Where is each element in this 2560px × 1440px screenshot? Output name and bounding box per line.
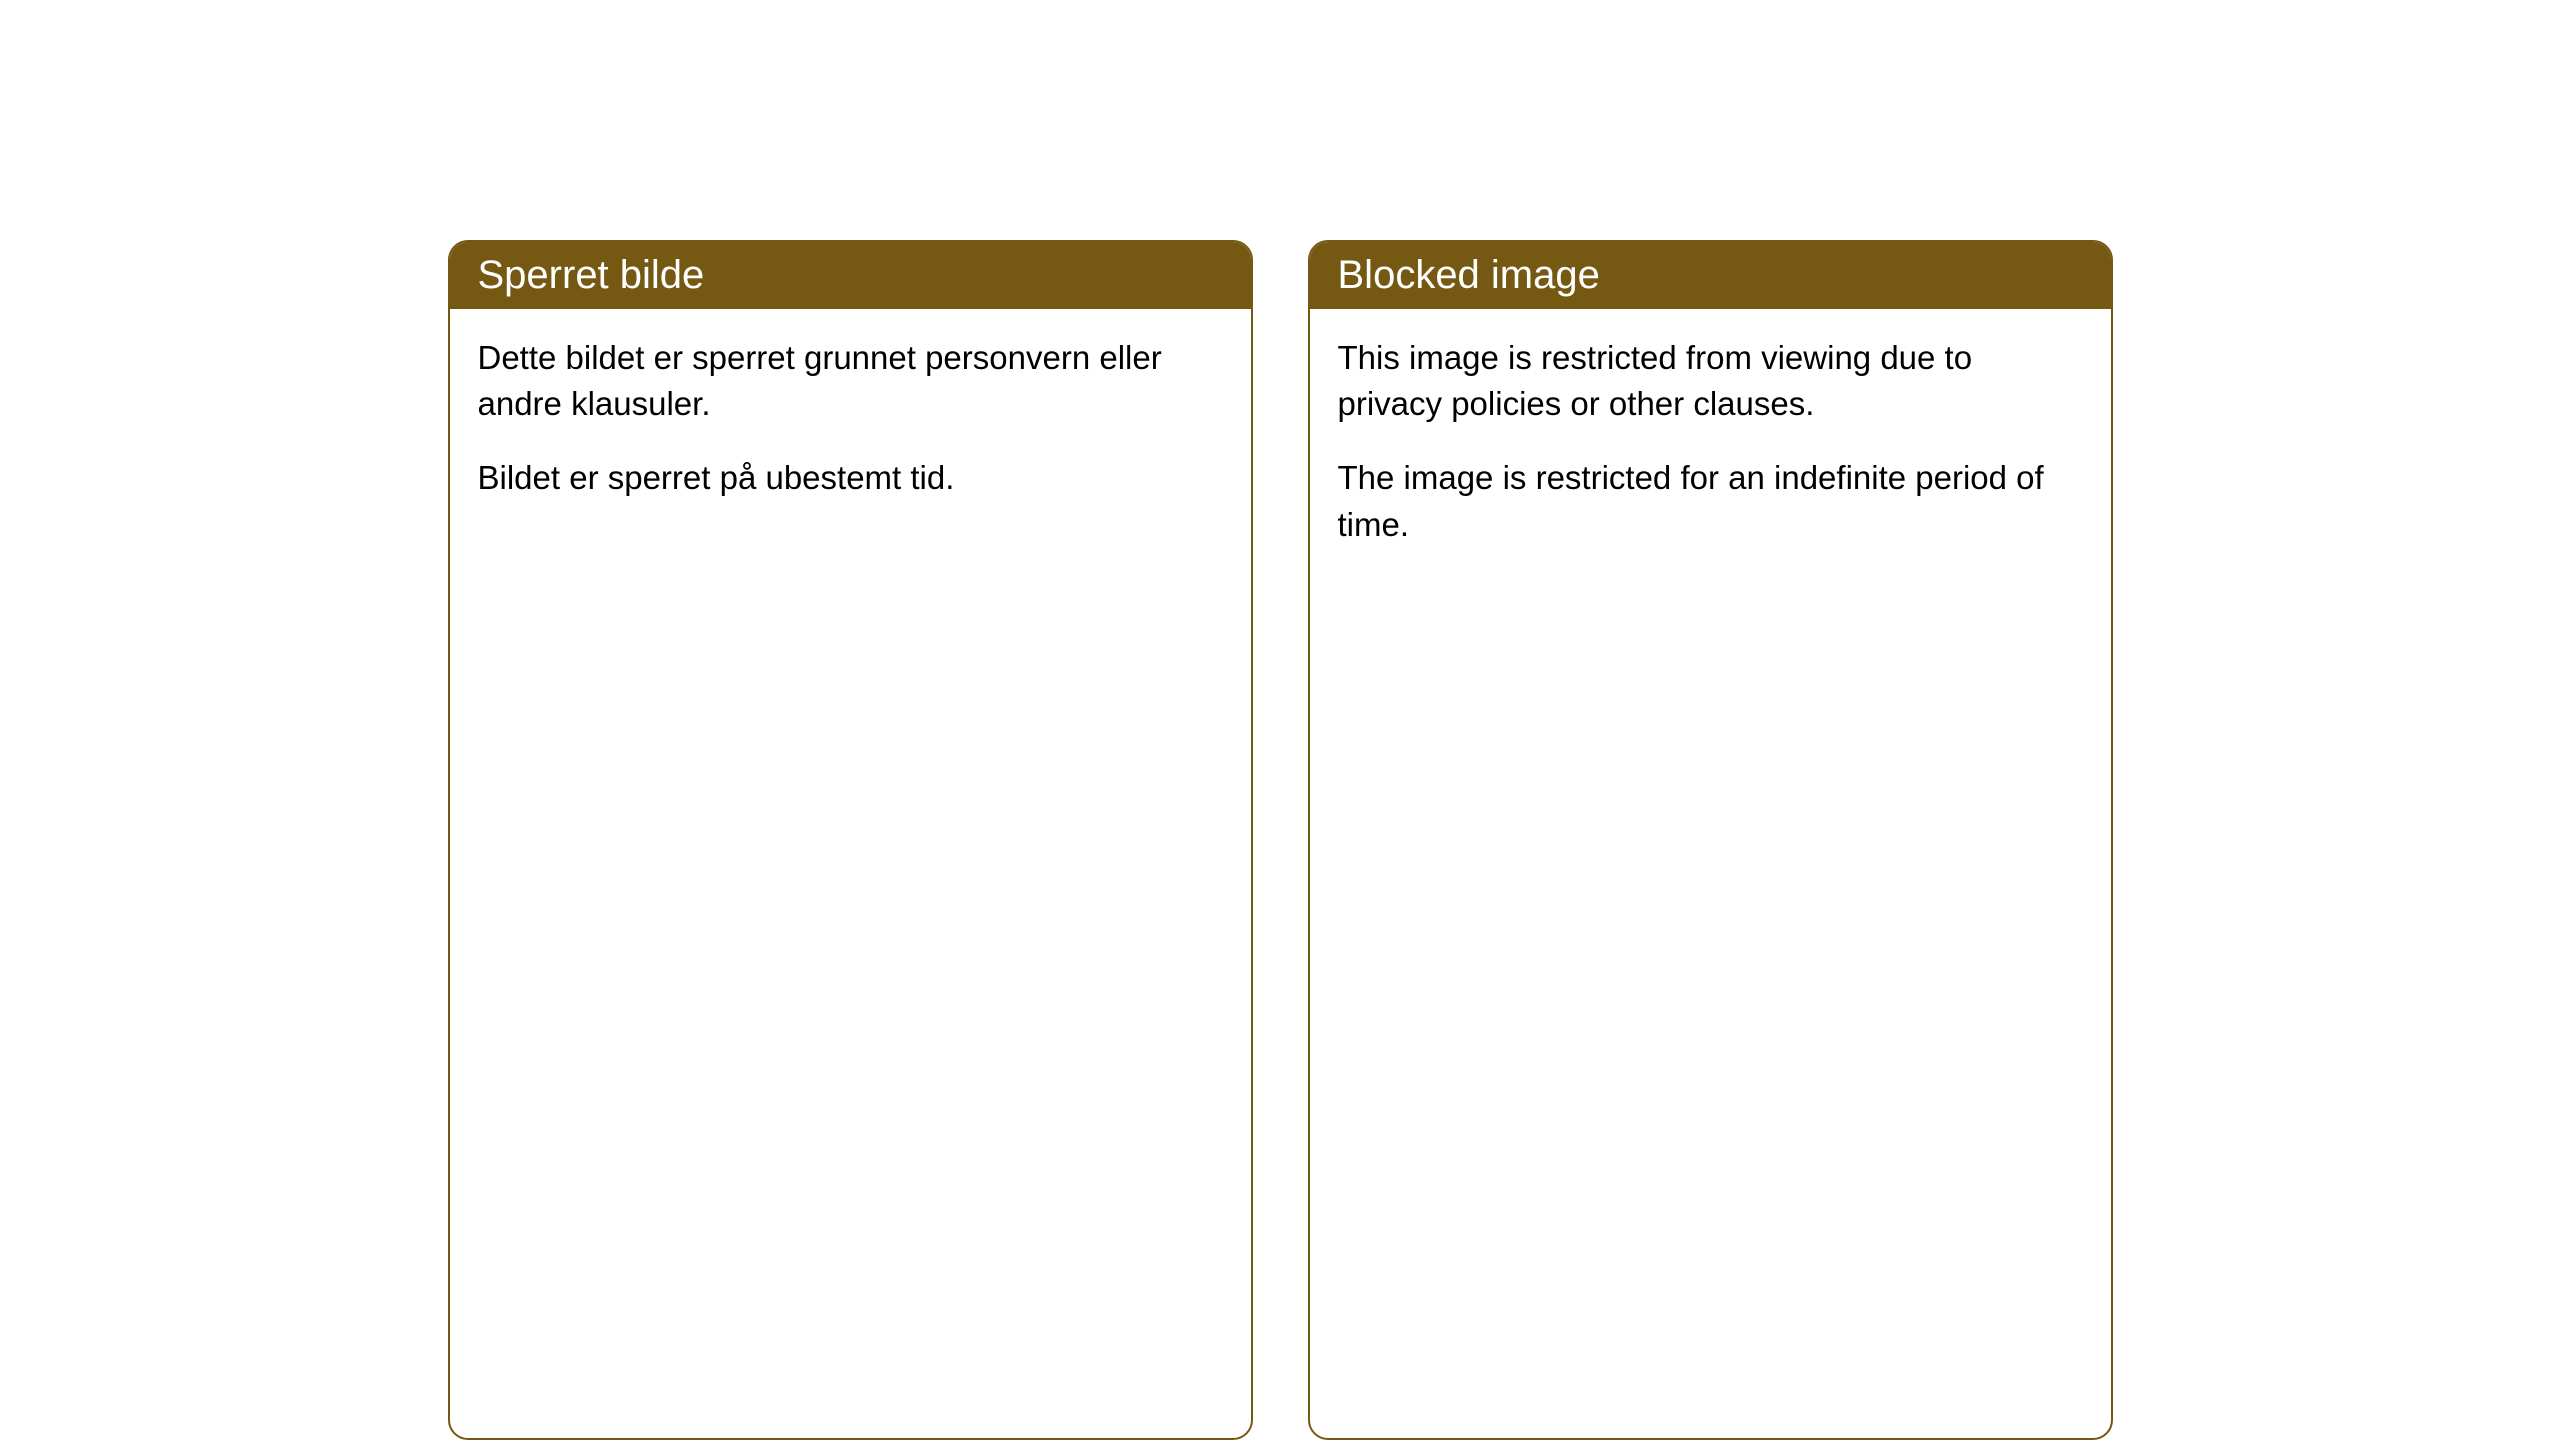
notice-body-english: This image is restricted from viewing du… — [1310, 309, 2111, 588]
notice-paragraph: Bildet er sperret på ubestemt tid. — [478, 455, 1223, 501]
notice-paragraph: The image is restricted for an indefinit… — [1338, 455, 2083, 547]
notice-paragraph: This image is restricted from viewing du… — [1338, 335, 2083, 427]
notice-header-english: Blocked image — [1310, 242, 2111, 309]
notice-box-english: Blocked image This image is restricted f… — [1308, 240, 2113, 1440]
notice-header-norwegian: Sperret bilde — [450, 242, 1251, 309]
notice-box-norwegian: Sperret bilde Dette bildet er sperret gr… — [448, 240, 1253, 1440]
notice-container: Sperret bilde Dette bildet er sperret gr… — [448, 240, 2113, 1440]
notice-paragraph: Dette bildet er sperret grunnet personve… — [478, 335, 1223, 427]
notice-body-norwegian: Dette bildet er sperret grunnet personve… — [450, 309, 1251, 542]
